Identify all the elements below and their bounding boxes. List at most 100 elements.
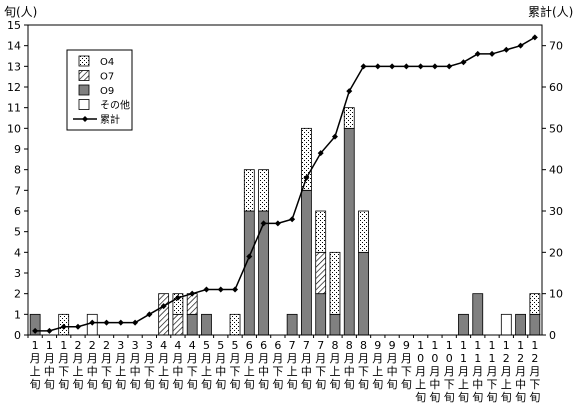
x-label-month: 5 xyxy=(203,339,210,352)
x-label-period: 上 xyxy=(244,365,255,378)
y-left-tick-label: 5 xyxy=(14,226,21,239)
cumulative-point xyxy=(531,34,538,41)
x-label-period: 中 xyxy=(387,365,398,378)
cumulative-point xyxy=(174,294,181,301)
legend-label: O4 xyxy=(100,57,114,68)
x-label-xun: 旬 xyxy=(144,378,155,391)
cumulative-point xyxy=(489,50,496,57)
x-label-unit: 月 xyxy=(187,352,198,365)
legend-label: O9 xyxy=(100,86,114,97)
legend-swatch xyxy=(78,99,90,110)
x-label-month: 3 xyxy=(132,339,139,352)
x-label-unit: 月 xyxy=(230,352,241,365)
bar-segment-O9 xyxy=(258,210,269,336)
x-label-unit: 月 xyxy=(215,352,226,365)
bar-segment-O9 xyxy=(301,189,312,336)
cumulative-point xyxy=(132,319,139,326)
x-label-month: 1 xyxy=(503,339,510,352)
cumulative-point xyxy=(246,253,253,260)
x-label-month: 4 xyxy=(189,339,196,352)
y-left-tick-label: 6 xyxy=(14,205,21,218)
bar-segment-O9 xyxy=(515,313,526,336)
x-label-month: 2 xyxy=(103,339,110,352)
x-label-month: 5 xyxy=(217,339,224,352)
legend-box xyxy=(66,49,133,131)
cumulative-point xyxy=(517,42,524,49)
cumulative-point xyxy=(146,311,153,318)
x-label-unit: 月 xyxy=(287,352,298,365)
x-label-unit: 月 xyxy=(244,352,255,365)
y-left-tick-label: 13 xyxy=(7,60,21,73)
plot-frame xyxy=(27,24,543,336)
bar-segment-O4 xyxy=(529,293,541,315)
x-label-xun: 旬 xyxy=(101,378,112,391)
x-label-period: 上 xyxy=(72,365,83,378)
x-label-xun: 旬 xyxy=(329,378,340,391)
y-left-tick-label: 8 xyxy=(14,164,21,177)
bar-segment-O4 xyxy=(315,210,327,253)
x-label-period: 下 xyxy=(230,365,241,378)
x-label-month: 8 xyxy=(331,339,338,352)
cumulative-point xyxy=(203,286,210,293)
bar-segment-O9 xyxy=(243,210,255,336)
x-label-period: 中 xyxy=(215,365,226,378)
cumulative-point xyxy=(460,59,467,66)
cumulative-point xyxy=(217,286,224,293)
y-left-tick-label: 11 xyxy=(7,102,21,115)
x-label-period: 中 xyxy=(44,365,55,378)
y-left-tick-label: 0 xyxy=(14,329,21,342)
x-label-unit: 月 xyxy=(472,365,483,378)
x-label-month: 8 xyxy=(360,339,367,352)
bar-segment-その他 xyxy=(500,313,512,336)
x-label-month: 0 xyxy=(417,352,424,365)
x-label-unit: 月 xyxy=(458,365,469,378)
bar-segment-O4 xyxy=(358,210,369,253)
y-right-axis-label: 累計(人) xyxy=(528,4,573,19)
x-label-xun: 旬 xyxy=(458,391,469,404)
cumulative-point xyxy=(46,327,53,334)
x-label-xun: 旬 xyxy=(429,391,440,404)
x-label-month: 8 xyxy=(346,339,353,352)
x-label-unit: 月 xyxy=(130,352,141,365)
y-right-tick-label: 70 xyxy=(549,40,563,53)
x-label-xun: 旬 xyxy=(444,391,455,404)
x-label-xun: 旬 xyxy=(230,378,241,391)
x-label-month: 7 xyxy=(289,339,296,352)
x-label-period: 中 xyxy=(344,365,355,378)
x-label-period: 下 xyxy=(272,365,283,378)
x-label-unit: 月 xyxy=(272,352,283,365)
cumulative-point xyxy=(474,50,481,57)
x-label-month: 5 xyxy=(232,339,239,352)
cumulative-point xyxy=(431,63,438,70)
bar-segment-O4 xyxy=(172,293,184,315)
x-label-unit: 月 xyxy=(172,352,183,365)
bar-segment-O7 xyxy=(158,293,170,336)
cumulative-point xyxy=(60,323,67,330)
bar-segment-O9 xyxy=(472,293,484,336)
cumulative-line-series xyxy=(32,34,538,334)
bar-segment-O9 xyxy=(458,313,469,336)
x-label-month: 4 xyxy=(160,339,167,352)
x-label-unit: 月 xyxy=(101,352,112,365)
legend-swatch-marker xyxy=(82,116,88,122)
x-label-xun: 旬 xyxy=(358,378,369,391)
y-right-tick-label: 20 xyxy=(549,246,563,259)
cumulative-point xyxy=(360,63,367,70)
x-label-month: 1 xyxy=(460,339,467,352)
cumulative-point xyxy=(289,216,296,223)
x-label-month: 4 xyxy=(174,339,181,352)
x-label-unit: 月 xyxy=(358,352,369,365)
bar-segment-O9 xyxy=(329,313,341,336)
legend-label: その他 xyxy=(100,99,130,112)
bar-segment-O4 xyxy=(243,169,255,212)
x-label-period: 上 xyxy=(115,365,126,378)
x-label-month: 1 xyxy=(32,339,39,352)
x-label-month: 1 xyxy=(489,352,496,365)
x-label-xun: 旬 xyxy=(415,391,426,404)
x-label-period: 中 xyxy=(258,365,269,378)
x-label-period: 下 xyxy=(101,365,112,378)
y-left-tick-label: 2 xyxy=(14,288,21,301)
y-left-tick-label: 12 xyxy=(7,81,21,94)
x-label-period: 下 xyxy=(444,378,455,391)
